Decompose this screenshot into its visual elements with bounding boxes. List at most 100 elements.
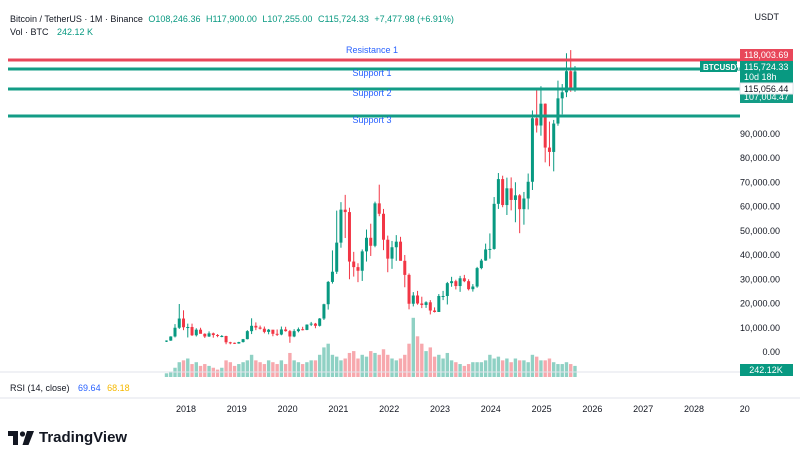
candle-body[interactable] <box>190 327 194 336</box>
candle-body[interactable] <box>513 195 517 200</box>
candle-body[interactable] <box>199 329 203 334</box>
candle-body[interactable] <box>496 179 500 204</box>
candle-body[interactable] <box>343 209 347 213</box>
candle-body[interactable] <box>526 181 530 199</box>
candle-body[interactable] <box>224 335 228 343</box>
last-price-tag[interactable] <box>740 61 793 83</box>
candle-body[interactable] <box>250 325 254 332</box>
candle-body[interactable] <box>416 295 420 304</box>
candle-body[interactable] <box>352 261 356 268</box>
candle-body[interactable] <box>543 103 547 148</box>
candle-body[interactable] <box>335 242 339 272</box>
candle-body[interactable] <box>471 286 475 290</box>
candle-body[interactable] <box>569 71 573 90</box>
candle-body[interactable] <box>237 342 241 344</box>
candle-body[interactable] <box>394 241 398 248</box>
candle-body[interactable] <box>220 335 224 337</box>
candle-body[interactable] <box>182 318 186 328</box>
candle-body[interactable] <box>509 188 513 200</box>
candle-body[interactable] <box>369 237 373 246</box>
candle-body[interactable] <box>322 304 326 319</box>
candle-body[interactable] <box>203 333 207 337</box>
candle-body[interactable] <box>318 318 322 326</box>
candle-body[interactable] <box>279 329 283 335</box>
candle-body[interactable] <box>462 278 466 282</box>
candle-body[interactable] <box>330 271 334 282</box>
candle-body[interactable] <box>522 198 526 210</box>
candle-body[interactable] <box>479 260 483 269</box>
candle-body[interactable] <box>216 335 220 337</box>
candle-body[interactable] <box>450 281 454 284</box>
candle-body[interactable] <box>454 281 458 287</box>
rsi-legend[interactable]: RSI (14, close) 69.64 68.18 <box>10 383 130 393</box>
candle-body[interactable] <box>547 147 551 152</box>
candle-body[interactable] <box>475 268 479 287</box>
candle-body[interactable] <box>382 213 386 240</box>
candle-body[interactable] <box>560 92 564 99</box>
candle-body[interactable] <box>428 302 432 311</box>
candle-body[interactable] <box>339 209 343 243</box>
candle-body[interactable] <box>530 118 534 182</box>
candle-body[interactable] <box>552 123 556 152</box>
candle-body[interactable] <box>241 339 245 343</box>
candle-body[interactable] <box>518 195 522 210</box>
candle-body[interactable] <box>377 203 381 214</box>
candle-body[interactable] <box>267 329 271 332</box>
candle-body[interactable] <box>386 239 390 259</box>
candle-body[interactable] <box>296 329 300 332</box>
candle-body[interactable] <box>207 333 211 337</box>
candle-body[interactable] <box>441 295 445 297</box>
candle-body[interactable] <box>492 203 496 249</box>
symbol-name[interactable]: Bitcoin / TetherUS · 1M · Binance <box>10 14 143 24</box>
candle-body[interactable] <box>364 237 368 252</box>
candle-body[interactable] <box>271 329 275 334</box>
candle-body[interactable] <box>564 71 568 93</box>
candle-body[interactable] <box>309 323 313 325</box>
candle-body[interactable] <box>467 281 471 290</box>
candle-body[interactable] <box>399 241 403 261</box>
candle-body[interactable] <box>177 318 181 328</box>
candle-body[interactable] <box>194 329 198 336</box>
candle-body[interactable] <box>407 274 411 304</box>
candle-body[interactable] <box>169 336 173 341</box>
candle-body[interactable] <box>245 331 249 340</box>
candle-body[interactable] <box>488 248 492 250</box>
candle-body[interactable] <box>501 179 505 206</box>
candle-body[interactable] <box>173 327 177 337</box>
candle-body[interactable] <box>301 329 305 331</box>
candle-body[interactable] <box>326 281 330 305</box>
candle-body[interactable] <box>373 203 377 246</box>
candle-body[interactable] <box>433 310 437 312</box>
candle-body[interactable] <box>505 188 509 206</box>
candle-body[interactable] <box>305 324 309 330</box>
tradingview-logo[interactable]: TradingView <box>8 429 127 446</box>
volume-legend[interactable]: Vol · BTC 242.12 K <box>10 27 93 37</box>
candle-body[interactable] <box>484 249 488 261</box>
candle-body[interactable] <box>292 331 296 337</box>
candle-body[interactable] <box>458 278 462 287</box>
candle-body[interactable] <box>390 247 394 259</box>
candle-body[interactable] <box>411 295 415 304</box>
candle-body[interactable] <box>360 251 364 271</box>
currency-label[interactable]: USDT <box>754 12 780 22</box>
candle-body[interactable] <box>356 267 360 271</box>
candle-body[interactable] <box>420 303 424 305</box>
candle-body[interactable] <box>424 302 428 305</box>
candle-body[interactable] <box>233 342 237 344</box>
candle-body[interactable] <box>437 295 441 312</box>
candle-body[interactable] <box>211 333 215 336</box>
candle-body[interactable] <box>288 331 292 337</box>
candle-body[interactable] <box>284 329 288 332</box>
candle-body[interactable] <box>186 327 190 329</box>
candle-body[interactable] <box>228 342 232 344</box>
candle-body[interactable] <box>165 340 168 342</box>
candle-body[interactable] <box>262 328 266 332</box>
candle-body[interactable] <box>313 323 317 326</box>
candle-body[interactable] <box>445 283 449 296</box>
candle-body[interactable] <box>254 325 258 328</box>
candle-body[interactable] <box>556 98 560 124</box>
candle-body[interactable] <box>258 327 262 329</box>
candle-body[interactable] <box>535 118 539 126</box>
candle-body[interactable] <box>275 333 279 335</box>
